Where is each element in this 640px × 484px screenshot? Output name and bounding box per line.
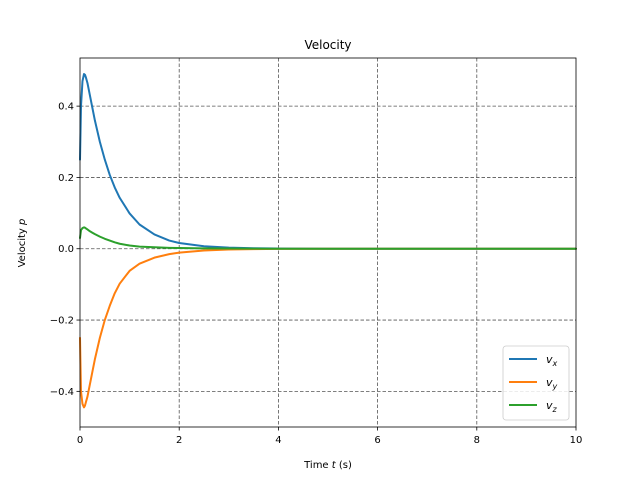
y-axis-label-prefix: Velocity [17,225,28,267]
x-tick-label: 0 [77,435,83,446]
y-tick-label: −0.4 [50,387,74,398]
y-tick-label: 0.0 [58,244,74,255]
series-lines [79,73,577,409]
y-axis-label-var: p [17,219,28,226]
x-tick-label: 6 [374,435,380,446]
y-axis-label: Velocity p [17,219,28,268]
x-tick-label: 10 [570,435,583,446]
y-tick-label: 0.4 [58,102,74,113]
legend-label-vy: vy [546,376,558,391]
legend-label-vx: vx [546,353,558,368]
y-tick-label: −0.2 [50,316,74,327]
x-tick-label: 2 [176,435,182,446]
x-axis-label-var: t [332,460,337,471]
x-tick-label: 4 [275,435,281,446]
series-line-vz [79,226,577,250]
axis-ticks: 0 2 4 6 8 10 −0.4 −0.2 0.0 0.2 0.4 [50,102,583,446]
x-axis-label: Time t (s) [303,460,352,471]
legend-label-vz: vz [546,399,558,414]
x-tick-label: 8 [474,435,480,446]
x-axis-label-prefix: Time [303,460,332,471]
plot-frame [79,57,577,428]
x-axis-label-unit: (s) [336,460,352,471]
legend: vx vy vz [502,345,570,421]
chart-title: Velocity [304,38,351,52]
y-tick-label: 0.2 [58,173,74,184]
